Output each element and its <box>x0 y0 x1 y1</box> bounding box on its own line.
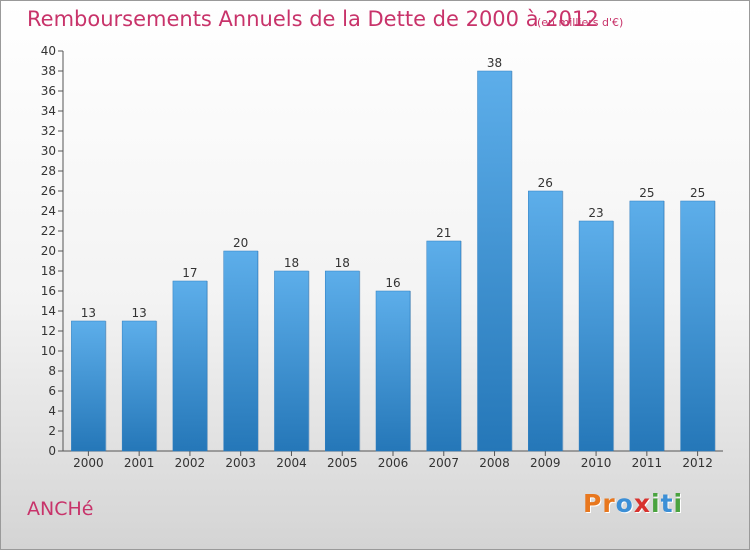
y-tick-label: 20 <box>41 244 56 258</box>
bar-2005 <box>324 270 360 452</box>
y-tick-label: 6 <box>48 384 56 398</box>
data-label: 13 <box>132 306 147 320</box>
y-tick-label: 28 <box>41 164 56 178</box>
logo-letter: P <box>583 489 603 518</box>
x-tick-label: 2011 <box>632 456 663 470</box>
data-label: 23 <box>588 206 603 220</box>
data-label: 18 <box>284 256 299 270</box>
data-label: 38 <box>487 56 502 70</box>
bar-2010 <box>578 220 614 452</box>
bar-2004 <box>274 270 309 452</box>
x-tick-label: 2003 <box>225 456 256 470</box>
y-tick-label: 10 <box>41 344 56 358</box>
y-tick-label: 2 <box>48 424 56 438</box>
proxiti-logo: Proxiti <box>583 489 683 518</box>
bar-2006 <box>375 290 411 452</box>
y-tick-label: 40 <box>41 44 56 58</box>
x-tick-label: 2008 <box>479 456 510 470</box>
logo-letter: x <box>633 489 651 518</box>
bar-2002 <box>172 280 208 452</box>
x-tick-label: 2002 <box>175 456 206 470</box>
data-label: 13 <box>81 306 96 320</box>
x-tick-label: 2004 <box>276 456 307 470</box>
x-tick-label: 2009 <box>530 456 561 470</box>
y-tick-label: 14 <box>41 304 56 318</box>
data-label: 25 <box>639 186 654 200</box>
x-tick-label: 2001 <box>124 456 155 470</box>
logo-letter: i <box>673 489 684 518</box>
data-label: 16 <box>385 276 400 290</box>
x-tick-label: 2010 <box>581 456 612 470</box>
bar-2003 <box>223 250 258 452</box>
logo-letter: i <box>651 489 661 518</box>
bar-2007 <box>426 240 462 452</box>
data-label: 21 <box>436 226 451 240</box>
y-tick-label: 0 <box>48 444 56 458</box>
bar-2000 <box>71 320 106 452</box>
y-tick-label: 8 <box>48 364 56 378</box>
data-label: 18 <box>335 256 350 270</box>
bar-2009 <box>528 190 563 452</box>
bar-2001 <box>121 320 157 452</box>
commune-name: ANCHé <box>27 498 94 520</box>
chart-subtitle: (en milliers d'€) <box>537 16 624 29</box>
y-tick-label: 36 <box>41 84 56 98</box>
y-tick-label: 16 <box>41 284 56 298</box>
x-tick-label: 2005 <box>327 456 358 470</box>
bar-2012 <box>680 200 715 452</box>
data-label: 26 <box>538 176 553 190</box>
x-tick-label: 2000 <box>73 456 104 470</box>
y-tick-label: 38 <box>41 64 56 78</box>
y-tick-label: 24 <box>41 204 56 218</box>
y-tick-label: 18 <box>41 264 56 278</box>
chart-title: Remboursements Annuels de la Dette de 20… <box>27 7 599 31</box>
logo-letter: r <box>602 489 616 518</box>
bar-2011 <box>629 200 665 452</box>
x-tick-label: 2012 <box>682 456 713 470</box>
data-label: 20 <box>233 236 248 250</box>
y-tick-label: 4 <box>48 404 56 418</box>
x-tick-label: 2007 <box>428 456 459 470</box>
logo-letter: t <box>660 489 674 518</box>
y-tick-label: 22 <box>41 224 56 238</box>
data-label: 17 <box>182 266 197 280</box>
x-tick-label: 2006 <box>378 456 409 470</box>
y-tick-label: 26 <box>41 184 56 198</box>
data-label: 25 <box>690 186 705 200</box>
bar-2008 <box>477 70 512 452</box>
y-tick-label: 12 <box>41 324 56 338</box>
y-tick-label: 34 <box>41 104 56 118</box>
y-tick-label: 32 <box>41 124 56 138</box>
logo-letter: o <box>615 489 634 518</box>
y-tick-label: 30 <box>41 144 56 158</box>
